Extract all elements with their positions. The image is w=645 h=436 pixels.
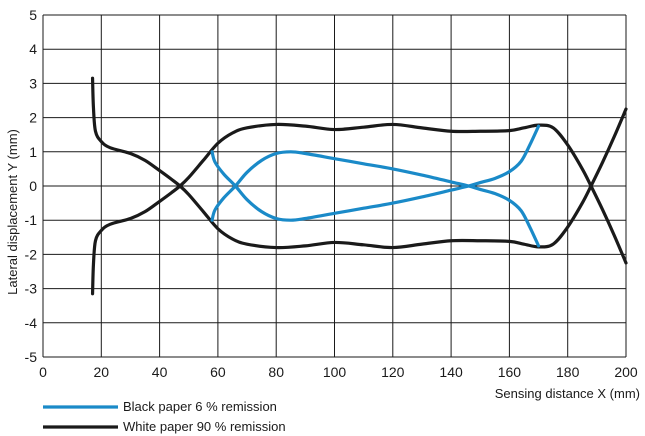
series-line-0-0 [210, 124, 541, 222]
series-layer [90, 76, 628, 296]
y-tick-label: 4 [29, 41, 37, 57]
series-line-0-1 [210, 150, 541, 248]
series-line-1-1 [90, 122, 628, 296]
legend-label: Black paper 6 % remission [123, 399, 277, 414]
y-tick-label: -5 [25, 349, 38, 365]
tick-labels: 0 20 40 60 80 100 120 140 160 180 200 5 4 3 2 1 0 -1 -2 -3 -… [25, 7, 638, 380]
y-tick-label: 0 [29, 178, 37, 194]
x-tick-label: 80 [268, 364, 284, 380]
y-tick-label: -1 [25, 212, 38, 228]
legend: Black paper 6 % remission White paper 90 … [43, 399, 286, 434]
x-tick-label: 0 [39, 364, 47, 380]
x-tick-label: 180 [556, 364, 580, 380]
series-line-1-0 [90, 76, 628, 250]
legend-label: White paper 90 % remission [123, 419, 286, 434]
y-tick-label: 5 [29, 7, 37, 23]
x-tick-label: 40 [152, 364, 168, 380]
y-tick-label: -3 [25, 281, 38, 297]
y-tick-label: -2 [25, 246, 38, 262]
x-tick-label: 60 [210, 364, 226, 380]
x-tick-label: 160 [498, 364, 522, 380]
y-tick-label: 3 [29, 75, 37, 91]
y-tick-label: 2 [29, 110, 37, 126]
x-axis-label: Sensing distance X (mm) [495, 386, 640, 401]
grid [42, 14, 627, 358]
x-tick-label: 20 [94, 364, 110, 380]
x-tick-label: 140 [439, 364, 463, 380]
x-tick-label: 200 [614, 364, 638, 380]
x-tick-label: 120 [381, 364, 405, 380]
y-tick-label: 1 [29, 144, 37, 160]
y-tick-label: -4 [25, 315, 38, 331]
x-tick-label: 100 [323, 364, 347, 380]
y-axis-label: Lateral displacement Y (mm) [5, 129, 20, 295]
